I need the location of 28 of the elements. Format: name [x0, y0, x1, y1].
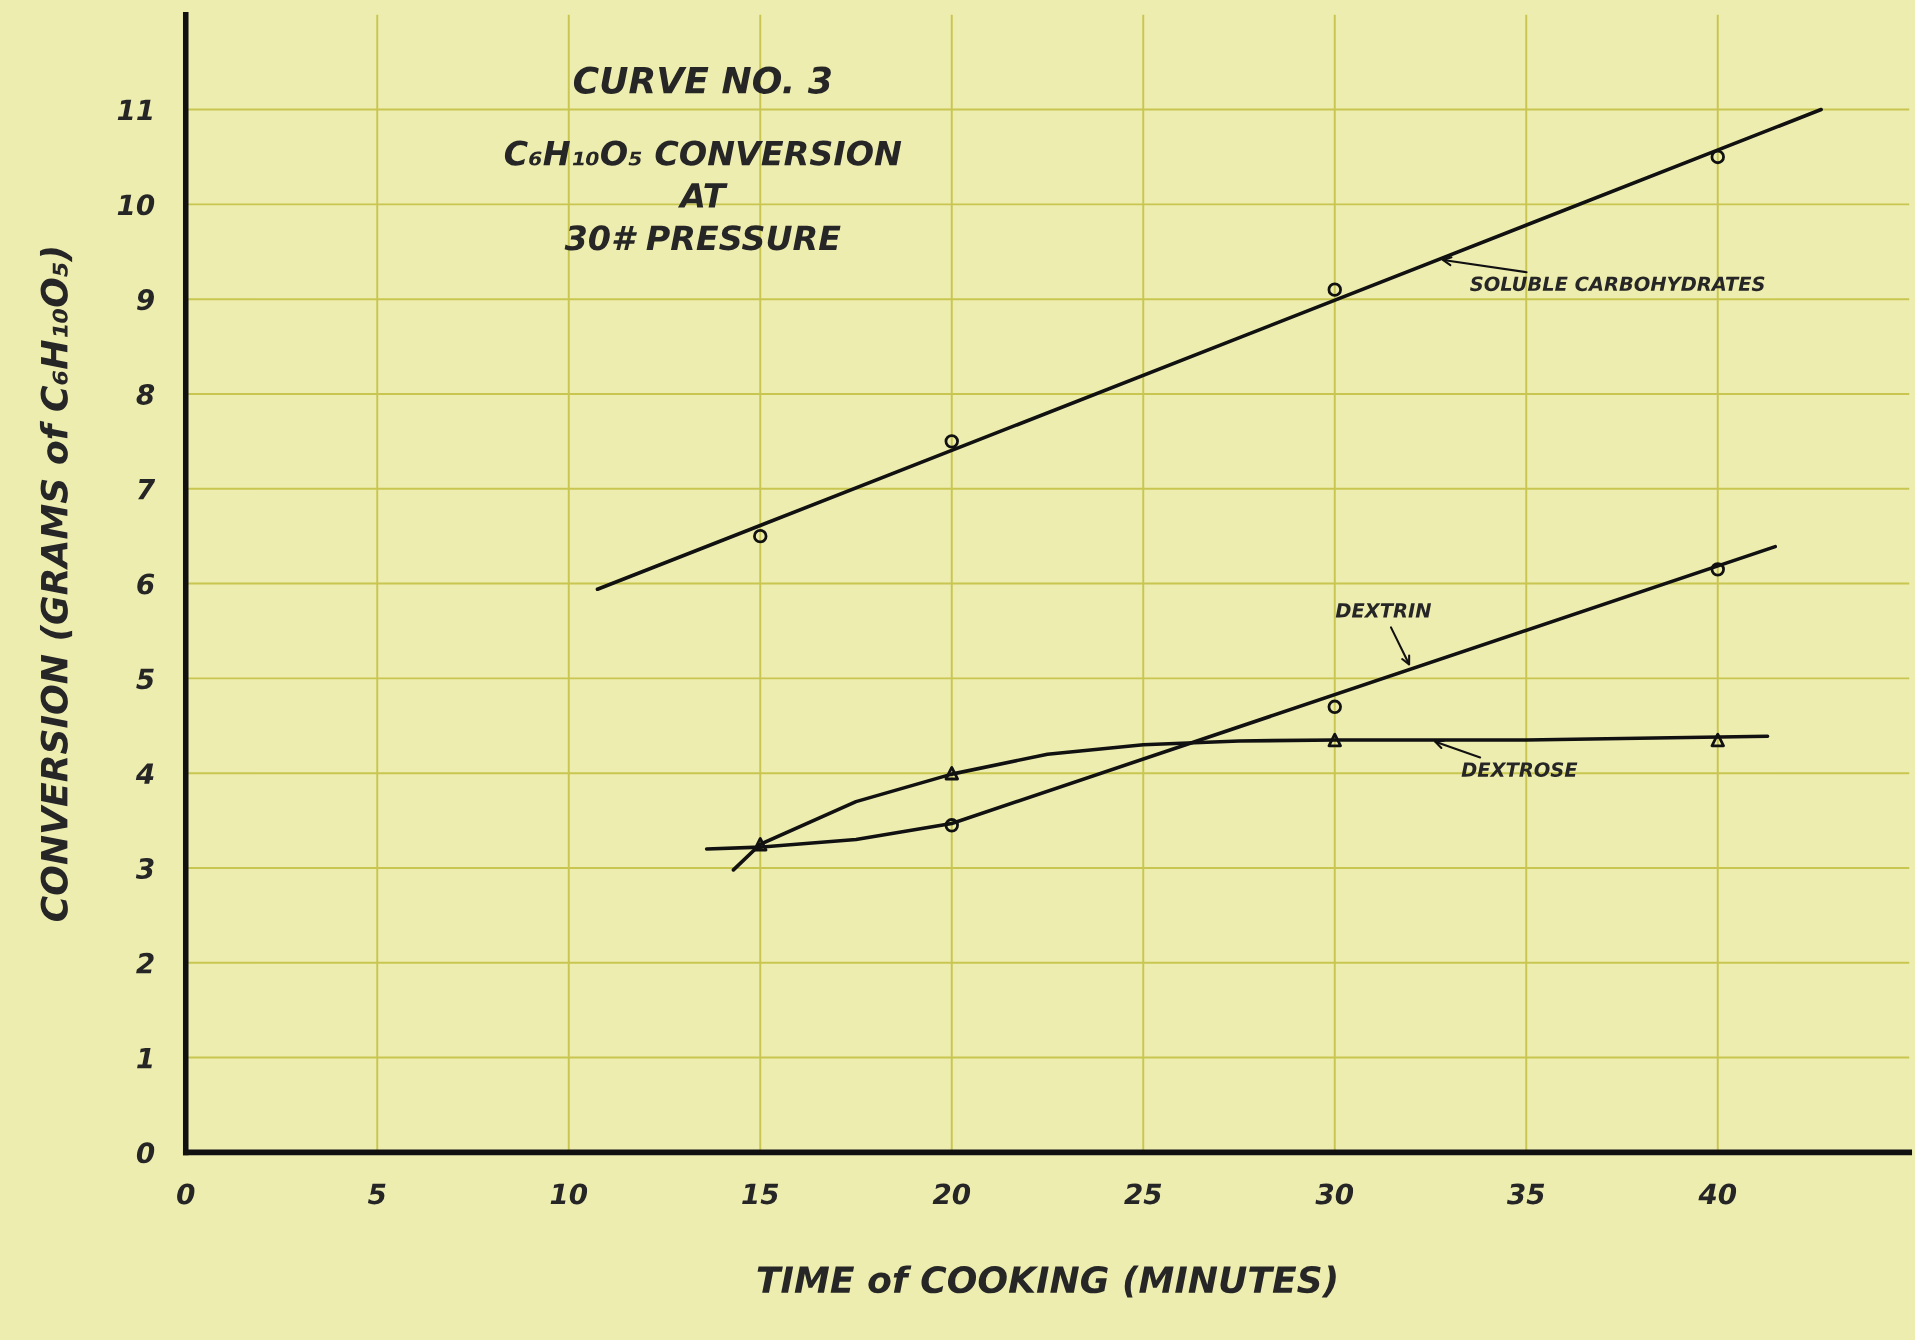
x-tick-label: 30	[1315, 1183, 1354, 1205]
y-axis-title: CONVERSION (GRAMS of C₆H₁₀O₅)	[39, 248, 73, 921]
y-tick-label: 2	[136, 952, 154, 974]
x-tick-label: 0	[177, 1183, 195, 1205]
annotation: DEXTROSE	[1461, 762, 1578, 777]
y-tick-label: 3	[135, 857, 154, 879]
x-tick-label: 10	[550, 1183, 588, 1205]
x-tick-label: 40	[1698, 1183, 1737, 1205]
text: C₆H₁₀O₅ CONVERSION AT 30# PRESSURE	[504, 140, 902, 251]
y-tick-label: 1	[137, 1047, 152, 1069]
x-tick-label: 20	[932, 1183, 971, 1205]
x-tick-label: 35	[1506, 1183, 1545, 1205]
text: CURVE NO. 3	[573, 66, 831, 94]
x-tick-label: 5	[367, 1183, 386, 1205]
y-tick-label: 7	[138, 479, 156, 500]
y-tick-label: 0	[136, 1142, 155, 1164]
y-tick-label: 10	[117, 194, 155, 216]
y-tick-label: 8	[136, 383, 155, 405]
y-tick-label: 6	[137, 573, 155, 595]
y-tick-label: 4	[135, 763, 154, 784]
y-tick-label: 11	[117, 99, 152, 121]
y-tick-label: 9	[137, 289, 154, 311]
annotation: DEXTRIN	[1335, 603, 1432, 618]
x-tick-label: 25	[1124, 1183, 1162, 1205]
x-axis-title: TIME of COOKING (MINUTES)	[757, 1265, 1336, 1298]
y-tick-label: 5	[136, 668, 154, 690]
x-tick-label: 15	[742, 1183, 779, 1205]
annotation: SOLUBLE CARBOHYDRATES	[1470, 276, 1765, 292]
